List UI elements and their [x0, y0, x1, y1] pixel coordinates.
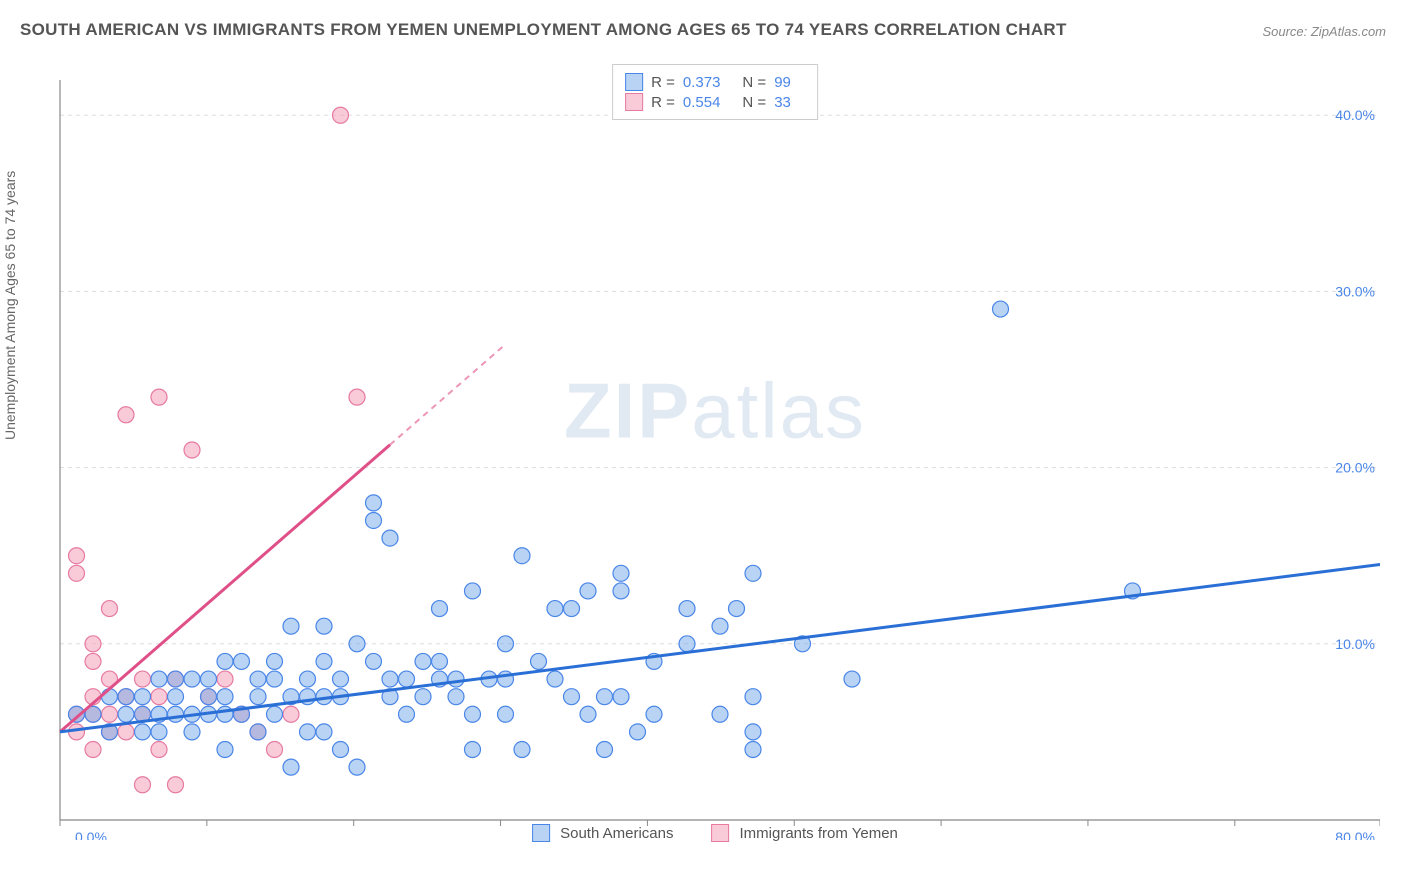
swatch-pink	[712, 824, 730, 842]
scatter-plot: 10.0% 20.0% 30.0% 40.0% 0.0% 80.0%	[50, 60, 1380, 840]
source-label: Source: ZipAtlas.com	[1262, 24, 1386, 39]
legend-stats-box: R = 0.373 N = 99 R = 0.554 N = 33	[612, 64, 818, 120]
y-axis-label: Unemployment Among Ages 65 to 74 years	[2, 171, 18, 440]
n-label: N =	[742, 94, 766, 111]
svg-text:0.0%: 0.0%	[75, 829, 107, 840]
legend-label-pink: Immigrants from Yemen	[740, 825, 898, 842]
swatch-blue	[532, 824, 550, 842]
svg-text:20.0%: 20.0%	[1335, 460, 1375, 476]
n-value-blue: 99	[774, 74, 791, 91]
r-value-blue: 0.373	[683, 74, 721, 91]
legend-stats-row: R = 0.554 N = 33	[625, 93, 805, 111]
svg-text:80.0%: 80.0%	[1335, 829, 1375, 840]
bottom-legend: South Americans Immigrants from Yemen	[532, 824, 898, 842]
r-label: R =	[651, 74, 675, 91]
chart-title: SOUTH AMERICAN VS IMMIGRANTS FROM YEMEN …	[20, 20, 1067, 40]
svg-text:30.0%: 30.0%	[1335, 283, 1375, 299]
r-value-pink: 0.554	[683, 94, 721, 111]
n-value-pink: 33	[774, 94, 791, 111]
legend-stats-row: R = 0.373 N = 99	[625, 73, 805, 91]
r-label: R =	[651, 94, 675, 111]
swatch-pink	[625, 93, 643, 111]
chart-area: ZIPatlas 10.0%20.0%30.0%40.0%0.0%80.0% R…	[50, 60, 1380, 840]
n-label: N =	[742, 74, 766, 91]
svg-text:40.0%: 40.0%	[1335, 107, 1375, 123]
legend-label-blue: South Americans	[560, 825, 673, 842]
svg-text:10.0%: 10.0%	[1335, 636, 1375, 652]
swatch-blue	[625, 73, 643, 91]
